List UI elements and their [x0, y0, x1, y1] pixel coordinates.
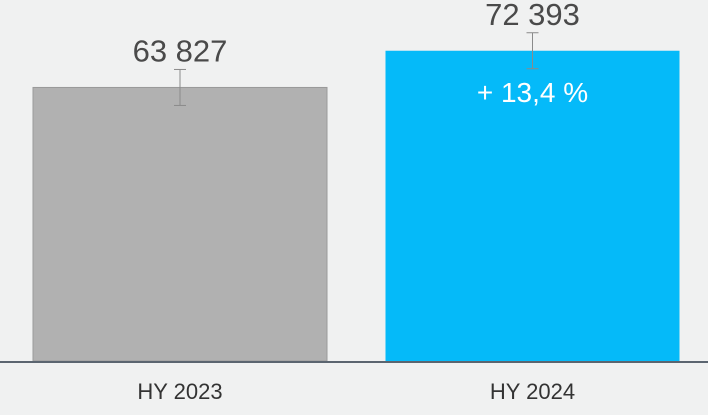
growth-annotation: + 13,4 % — [477, 77, 588, 108]
x-tick-label: HY 2024 — [490, 379, 575, 404]
bar — [32, 86, 328, 362]
value-label: 72 393 — [485, 0, 580, 32]
bar — [385, 50, 680, 361]
value-label: 63 827 — [133, 34, 228, 69]
x-tick-label: HY 2023 — [137, 379, 222, 404]
